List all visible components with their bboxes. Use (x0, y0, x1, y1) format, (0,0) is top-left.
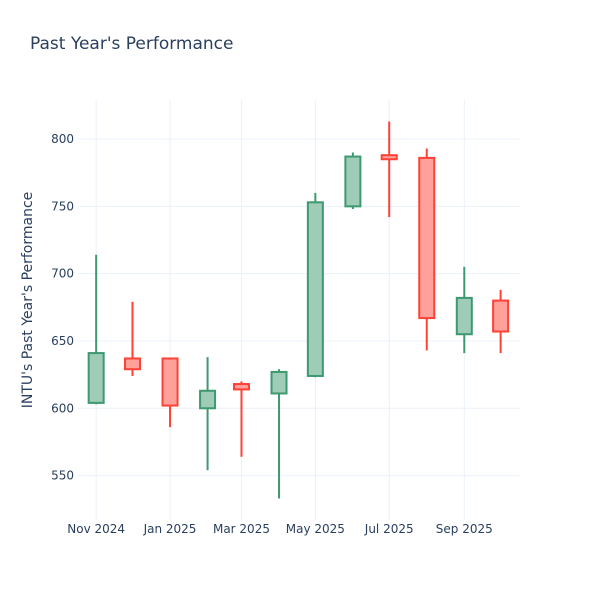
candle-body (455, 296, 473, 336)
candle-body (418, 156, 436, 320)
candle-body (232, 383, 250, 391)
candle-2025-06-01 (344, 152, 362, 210)
candle-2025-02-01 (199, 357, 217, 471)
candle-2025-07-01 (380, 121, 398, 218)
y-tick-label: 650 (51, 334, 74, 348)
candle-body (270, 370, 288, 395)
candle-2025-09-01 (455, 266, 473, 354)
candle-body (199, 389, 217, 410)
x-tick-label: Nov 2024 (67, 522, 125, 536)
candle-body (87, 352, 105, 404)
x-tick-label: Mar 2025 (213, 522, 270, 536)
candle-2025-01-01 (161, 357, 179, 428)
candle-2025-04-01 (270, 369, 288, 499)
candle-body (344, 155, 362, 208)
candle-body (306, 201, 324, 377)
candle-2025-03-01 (232, 381, 250, 457)
y-tick-label: 750 (51, 199, 74, 213)
y-tick-label: 600 (51, 401, 74, 415)
x-tick-label: Jan 2025 (143, 522, 197, 536)
candle-body (161, 357, 179, 407)
candle-2024-12-01 (123, 301, 141, 376)
y-axis-label: INTU's Past Year's Performance (20, 192, 36, 409)
x-tick-label: Sep 2025 (436, 522, 493, 536)
y-tick-label: 700 (51, 267, 74, 281)
x-tick-label: May 2025 (286, 522, 345, 536)
y-tick-label: 800 (51, 132, 74, 146)
candle-2025-08-01 (418, 148, 436, 351)
y-tick-label: 550 (51, 469, 74, 483)
x-tick-label: Jul 2025 (364, 522, 414, 536)
candle-2024-11-01 (87, 254, 105, 405)
candle-2025-10-01 (492, 289, 510, 354)
candle-2025-05-01 (306, 192, 324, 378)
candle-body (123, 357, 141, 371)
candle-body (492, 299, 510, 333)
candle-body (380, 154, 398, 161)
chart-title: Past Year's Performance (30, 34, 234, 54)
